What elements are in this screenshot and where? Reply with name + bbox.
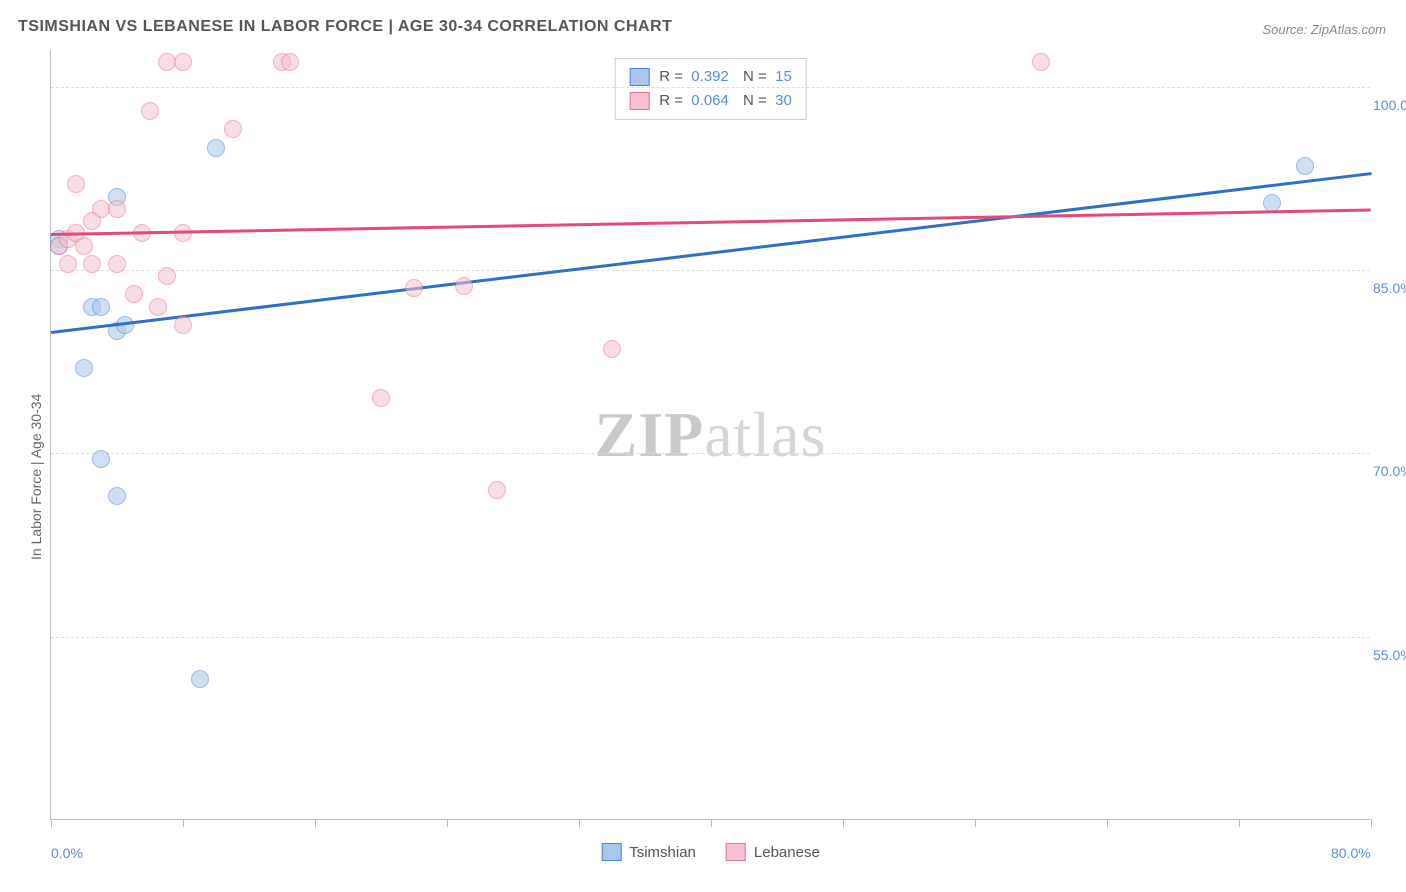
legend-swatch	[601, 843, 621, 861]
data-point	[59, 255, 77, 273]
x-tick	[1239, 819, 1240, 827]
data-point	[141, 102, 159, 120]
gridline	[51, 637, 1370, 638]
data-point	[158, 267, 176, 285]
x-tick	[183, 819, 184, 827]
legend-row: R = 0.392 N = 15	[629, 65, 792, 89]
data-point	[1263, 194, 1281, 212]
plot-area: ZIPatlas R = 0.392 N = 15R = 0.064 N = 3…	[50, 50, 1370, 820]
legend-label: Tsimshian	[629, 844, 696, 861]
data-point	[174, 224, 192, 242]
y-tick-label: 55.0%	[1373, 647, 1406, 663]
x-tick-label: 80.0%	[1331, 845, 1371, 861]
x-tick	[315, 819, 316, 827]
legend-swatch	[629, 68, 649, 86]
legend-swatch	[629, 92, 649, 110]
data-point	[224, 120, 242, 138]
x-tick	[51, 819, 52, 827]
regression-line	[51, 209, 1371, 236]
legend-item: Lebanese	[726, 843, 820, 861]
data-point	[75, 237, 93, 255]
legend-row: R = 0.064 N = 30	[629, 89, 792, 113]
legend-r-label: R = 0.064	[659, 89, 729, 113]
x-tick	[975, 819, 976, 827]
data-point	[174, 316, 192, 334]
legend-correlation: R = 0.392 N = 15R = 0.064 N = 30	[614, 58, 807, 120]
legend-item: Tsimshian	[601, 843, 696, 861]
data-point	[207, 139, 225, 157]
x-tick	[711, 819, 712, 827]
data-point	[191, 670, 209, 688]
data-point	[174, 53, 192, 71]
data-point	[108, 487, 126, 505]
data-point	[125, 285, 143, 303]
legend-n-label: N = 30	[739, 89, 792, 113]
x-tick	[579, 819, 580, 827]
data-point	[603, 340, 621, 358]
data-point	[149, 298, 167, 316]
data-point	[83, 212, 101, 230]
x-tick	[843, 819, 844, 827]
data-point	[92, 298, 110, 316]
y-tick-label: 85.0%	[1373, 280, 1406, 296]
regression-line	[51, 172, 1371, 333]
y-tick-label: 100.0%	[1373, 97, 1406, 113]
data-point	[108, 255, 126, 273]
watermark-zip: ZIP	[595, 399, 705, 470]
y-axis-title: In Labor Force | Age 30-34	[28, 394, 44, 560]
data-point	[405, 279, 423, 297]
data-point	[1296, 157, 1314, 175]
data-point	[75, 359, 93, 377]
x-tick-label: 0.0%	[51, 845, 83, 861]
legend-swatch	[726, 843, 746, 861]
legend-label: Lebanese	[754, 844, 820, 861]
legend-r-label: R = 0.392	[659, 65, 729, 89]
data-point	[92, 450, 110, 468]
legend-series: Tsimshian Lebanese	[601, 843, 820, 861]
data-point	[455, 277, 473, 295]
data-point	[83, 255, 101, 273]
data-point	[108, 200, 126, 218]
data-point	[158, 53, 176, 71]
x-tick	[1371, 819, 1372, 827]
data-point	[281, 53, 299, 71]
gridline	[51, 270, 1370, 271]
legend-n-label: N = 15	[739, 65, 792, 89]
data-point	[488, 481, 506, 499]
watermark: ZIPatlas	[595, 398, 827, 472]
y-tick-label: 70.0%	[1373, 463, 1406, 479]
x-tick	[1107, 819, 1108, 827]
watermark-atlas: atlas	[704, 399, 826, 470]
x-tick	[447, 819, 448, 827]
gridline	[51, 453, 1370, 454]
source-label: Source: ZipAtlas.com	[1262, 22, 1386, 37]
data-point	[372, 389, 390, 407]
chart-title: TSIMSHIAN VS LEBANESE IN LABOR FORCE | A…	[18, 18, 672, 36]
data-point	[67, 175, 85, 193]
gridline	[51, 87, 1370, 88]
data-point	[1032, 53, 1050, 71]
